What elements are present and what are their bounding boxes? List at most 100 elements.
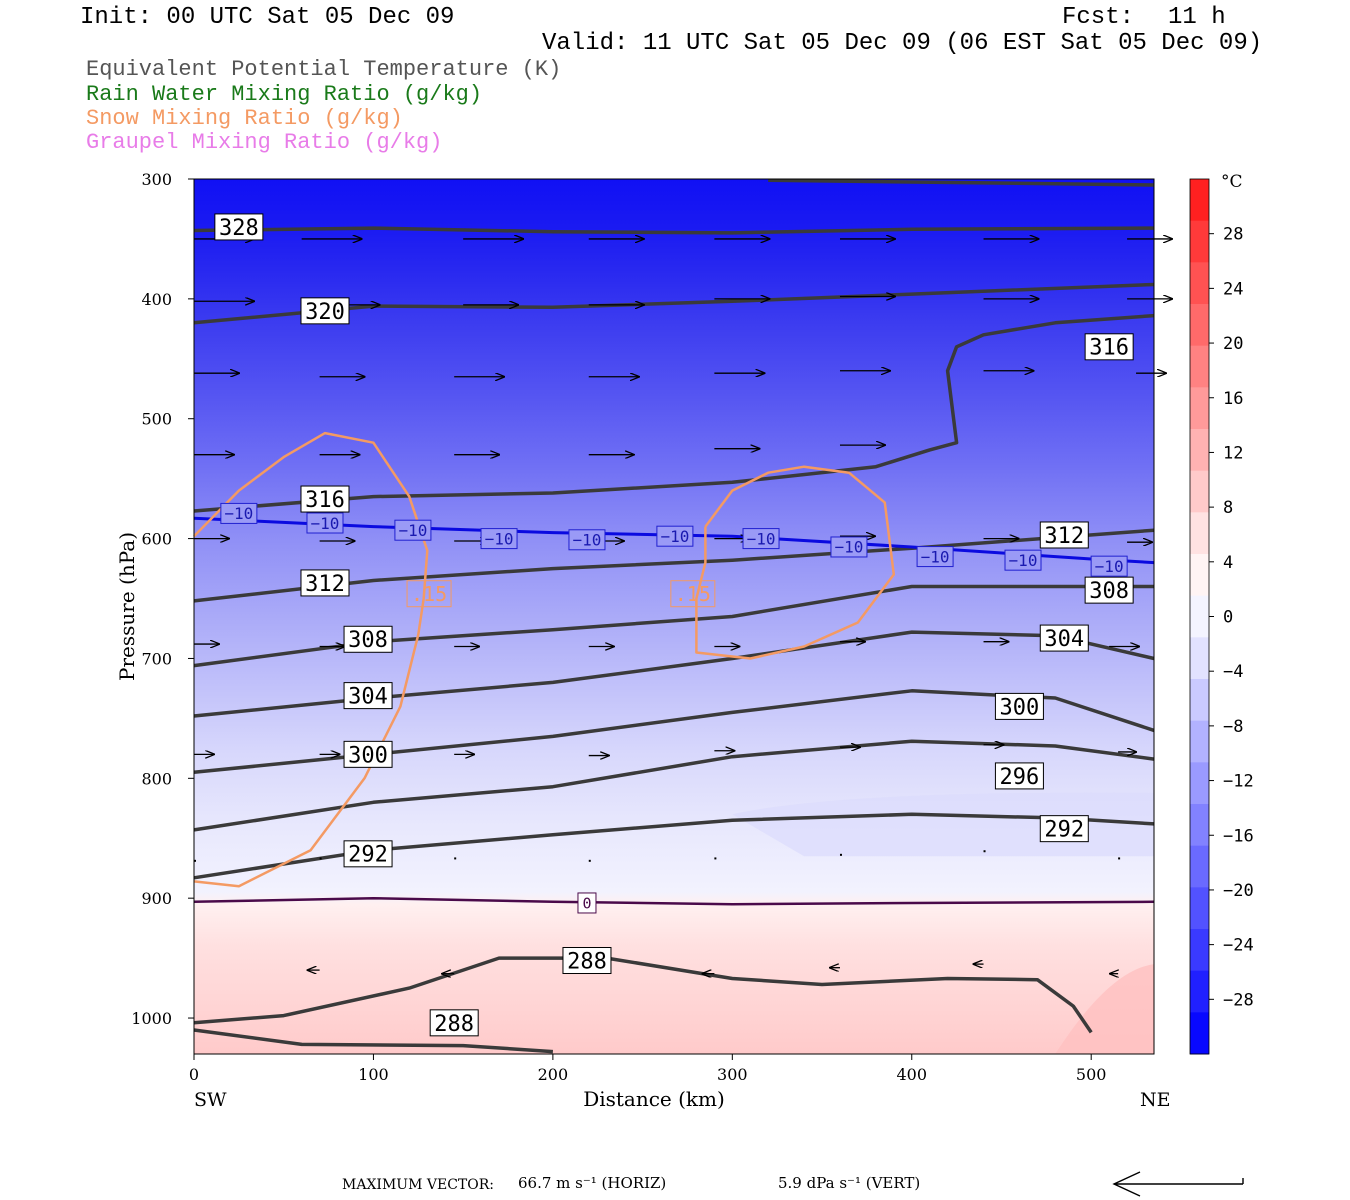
warm-region: [1055, 964, 1154, 1054]
colorbar-segment: [1190, 429, 1209, 472]
theta-e-label-box: [562, 947, 612, 975]
theta-e-label-box: [343, 740, 393, 768]
valid-time: Valid: 11 UTC Sat 05 Dec 09 (06 EST Sat …: [542, 30, 1263, 57]
colorbar-tick-label: 8: [1223, 498, 1233, 518]
wind-vector: [588, 859, 591, 862]
theta-e-label-box: [994, 692, 1044, 720]
theta-e-label: 300: [994, 692, 1044, 720]
colorbar-segment: [1190, 1012, 1209, 1055]
theta-e-label: 320: [300, 297, 350, 325]
theta-e-label: 288: [562, 947, 612, 975]
theta-e-label-box: [1039, 815, 1089, 843]
theta-e-contour: [768, 178, 1155, 187]
colorbar-segment: [1190, 970, 1209, 1013]
theta-e-label: 312: [1039, 521, 1089, 549]
colorbar-segment: [1190, 595, 1209, 638]
snow-label-box: [670, 580, 716, 608]
colorbar-tick-label: −24: [1223, 936, 1254, 956]
theta-e-label-text: 308: [1089, 579, 1129, 604]
colorbar-segment: [1190, 845, 1209, 888]
isotherm-label-text: −10: [835, 538, 864, 557]
isotherm-label: −10: [742, 528, 780, 550]
snow-contour: [193, 431, 429, 888]
theta-e-label-box: [429, 1009, 479, 1037]
x-end-label-right: NE: [1140, 1089, 1171, 1111]
colorbar-segment: [1190, 762, 1209, 805]
colorbar-segment: [1190, 345, 1209, 388]
isotherm-label-text: −10: [311, 514, 340, 533]
wind-vector: [319, 857, 322, 860]
y-tick-label: 300: [141, 170, 172, 189]
colorbar-segment: [1190, 804, 1209, 847]
isotherm-label-text: −10: [1095, 557, 1124, 576]
colorbar-tick-label: −20: [1223, 881, 1254, 901]
theta-e-label-text: 304: [348, 685, 388, 710]
wind-vector: [194, 859, 196, 862]
theta-e-label-box: [1039, 624, 1089, 652]
colorbar-segment: [1190, 637, 1209, 680]
isotherm-label-text: −10: [660, 527, 689, 546]
isotherm-label-text: −10: [921, 547, 950, 566]
isotherm-label-box: [220, 502, 258, 524]
max-vector-label: MAXIMUM VECTOR:: [342, 1177, 494, 1193]
theta-e-label: 316: [1084, 333, 1134, 361]
colorbar-tick-label: 20: [1223, 334, 1243, 354]
theta-e-label: 304: [1039, 624, 1089, 652]
isotherm-label: −10: [220, 502, 258, 524]
isotherm-label-box: [306, 512, 344, 534]
isotherm-label: −10: [306, 512, 344, 534]
isotherm-label: −10: [480, 528, 518, 550]
zero-isotherm-label-text: 0: [582, 894, 591, 912]
theta-e-label-box: [214, 213, 264, 241]
y-tick-label: 500: [141, 410, 172, 429]
theta-e-label: 308: [1084, 576, 1134, 604]
theta-e-label-text: 288: [567, 949, 607, 974]
snow-label-box: [406, 580, 452, 608]
zero-isotherm-label: 0: [577, 892, 597, 914]
legend-theta-e: Equivalent Potential Temperature (K): [86, 57, 562, 82]
theta-e-label-text: 288: [434, 1012, 474, 1037]
legend-rain: Rain Water Mixing Ratio (g/kg): [86, 82, 483, 107]
theta-e-label-box: [300, 569, 350, 597]
colorbar-tick-label: −28: [1223, 990, 1254, 1010]
isotherm-label-box: [916, 546, 954, 568]
theta-e-label-text: 316: [305, 488, 345, 513]
x-tick-label: 0: [189, 1065, 199, 1084]
theta-e-label-text: 316: [1089, 336, 1129, 361]
isotherm-label: −10: [568, 529, 606, 551]
colorbar-tick-label: −4: [1223, 662, 1243, 682]
theta-e-label-box: [343, 840, 393, 868]
colorbar-tick-label: 28: [1223, 225, 1243, 245]
isotherm-label-box: [1090, 555, 1128, 577]
theta-e-label-box: [1084, 333, 1134, 361]
theta-e-label: 316: [300, 485, 350, 513]
colorbar-unit: °C: [1221, 172, 1243, 192]
isotherm-label-box: [480, 528, 518, 550]
plot-frame: [193, 178, 1155, 1055]
isotherm-label: −10: [656, 525, 694, 547]
theta-e-label-text: 328: [219, 216, 259, 241]
snow-label: .15: [406, 580, 452, 608]
forecast-hour: 11 h: [1168, 4, 1226, 31]
theta-e-label-box: [343, 625, 393, 653]
isotherm-label-box: [1004, 549, 1042, 571]
colorbar-segment: [1190, 179, 1209, 222]
isotherm-label-text: −10: [1009, 551, 1038, 570]
isotherm-label: −10: [1090, 555, 1128, 577]
colorbar-segment: [1190, 262, 1209, 305]
legend-graupel: Graupel Mixing Ratio (g/kg): [86, 130, 443, 155]
theta-e-label-box: [300, 297, 350, 325]
snow-label-text: .15: [411, 582, 447, 606]
init-time: Init: 00 UTC Sat 05 Dec 09: [80, 4, 455, 31]
isotherm-label-text: −10: [573, 531, 602, 550]
theta-e-label-text: 296: [1000, 765, 1040, 790]
colorbar-segment: [1190, 470, 1209, 513]
x-tick-label: 500: [1076, 1065, 1107, 1084]
theta-e-label-text: 308: [348, 628, 388, 653]
isotherm-label-box: [394, 519, 432, 541]
wind-vector: [714, 857, 717, 860]
colorbar-segment: [1190, 220, 1209, 263]
theta-e-label: 292: [343, 840, 393, 868]
colorbar-tick-label: 16: [1223, 389, 1243, 409]
